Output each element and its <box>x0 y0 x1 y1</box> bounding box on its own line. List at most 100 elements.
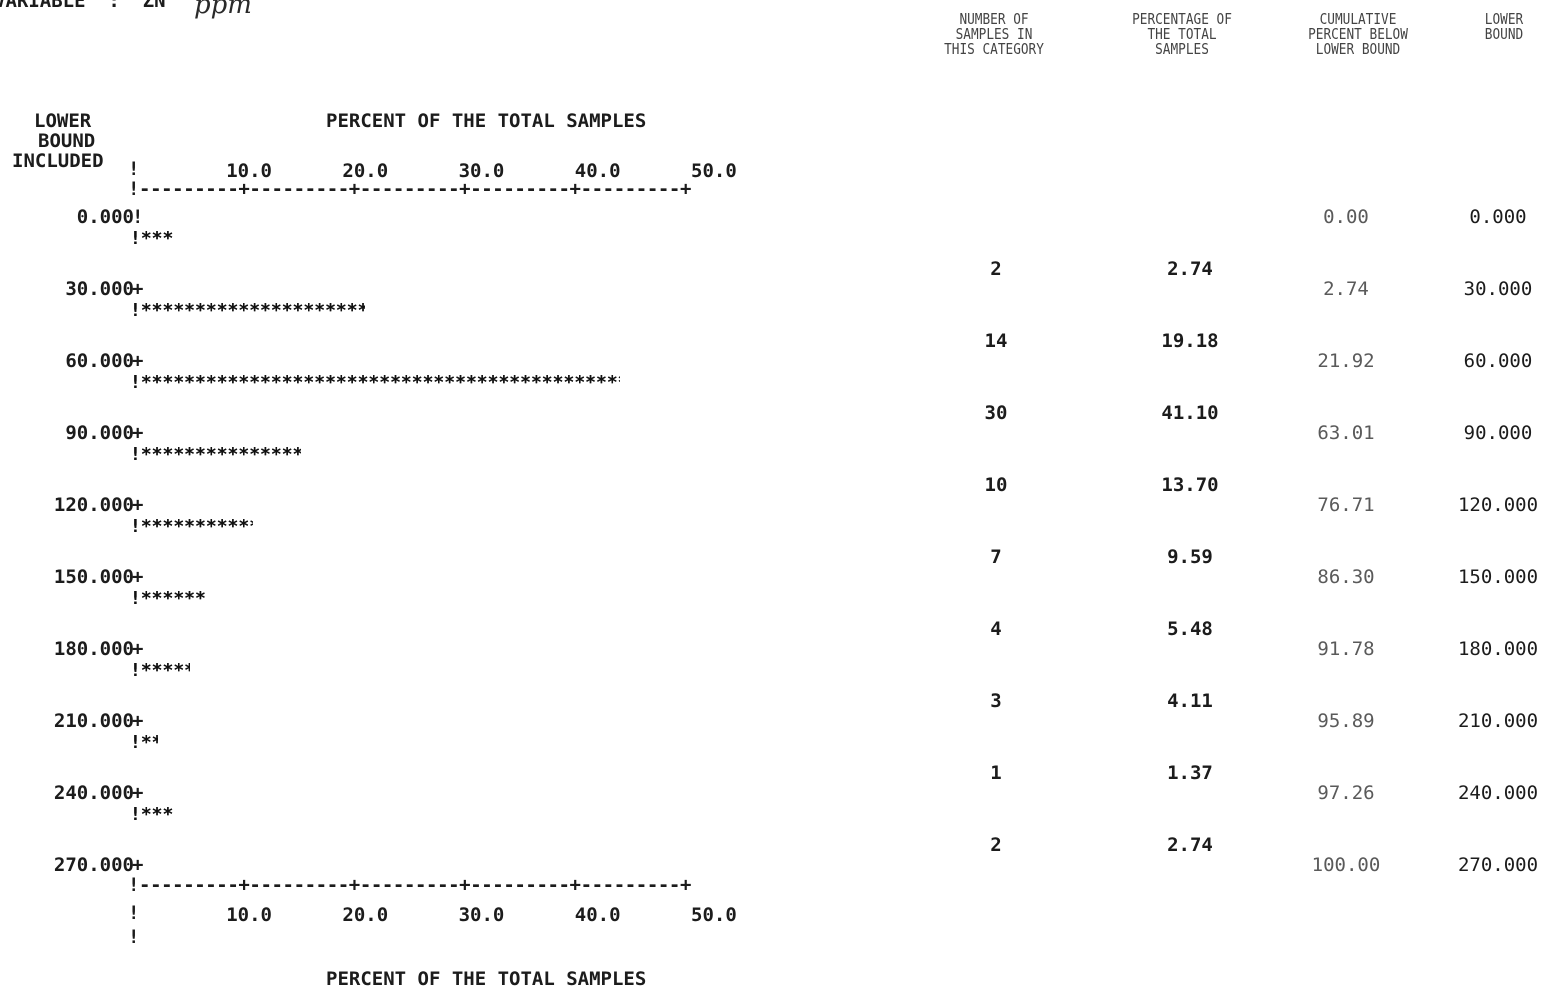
table-cell-lower-bound: 240.000 <box>1457 782 1539 804</box>
table-cell-percentage: 5.48 <box>1167 618 1213 640</box>
histogram-bar: !*********!********* <box>130 662 190 698</box>
y-bin-label: 0.000 <box>76 206 134 228</box>
x-tick-label-top: 20.0 <box>342 160 389 182</box>
table-cell-cumulative: 86.30 <box>1317 566 1375 588</box>
table-cell-count: 10 <box>984 474 1008 496</box>
axis-rule-bottom: !---------+---------+---------+---------… <box>128 874 691 896</box>
y-bin-marker: + <box>132 278 144 300</box>
table-cell-percentage: 13.70 <box>1161 474 1219 496</box>
histogram-bar-line: !*** <box>130 734 158 753</box>
y-bin-label: 90.000 <box>65 422 134 444</box>
table-cell-count: 3 <box>990 690 1002 712</box>
y-bin-label: 120.000 <box>53 494 134 516</box>
histogram-bar-line: !***************************************… <box>130 302 365 321</box>
y-bin-label: 270.000 <box>53 854 134 876</box>
table-cell-count: 7 <box>990 546 1002 568</box>
histogram-bar: !****************************!**********… <box>130 446 301 482</box>
variable-unit-handwritten: ppm <box>194 0 252 20</box>
table-cell-percentage: 2.74 <box>1167 834 1213 856</box>
table-cell-percentage: 1.37 <box>1167 762 1213 784</box>
x-tick-label-bottom: 20.0 <box>342 904 389 926</box>
histogram-bar: !******!****** <box>130 230 174 266</box>
table-cell-percentage: 4.11 <box>1167 690 1213 712</box>
bin-label-line1: LOWER <box>34 110 92 132</box>
y-bin-label: 180.000 <box>53 638 134 660</box>
table-cell-count: 4 <box>990 618 1002 640</box>
histogram-bar-line: !******************** <box>130 518 253 537</box>
table-cell-percentage: 9.59 <box>1167 546 1213 568</box>
table-cell-cumulative: 21.92 <box>1317 350 1375 372</box>
histogram-bar-line: !**************************** <box>130 446 301 465</box>
y-bin-marker: + <box>132 566 144 588</box>
x-tick-label-bottom: 50.0 <box>691 904 737 926</box>
y-bin-marker: + <box>132 782 144 804</box>
table-cell-count: 2 <box>990 834 1002 856</box>
x-tick-label-bottom: 40.0 <box>574 904 621 926</box>
histogram-bar-line: !**************************** <box>130 446 301 465</box>
histogram-bar-line: !***************************************… <box>130 374 620 393</box>
table-cell-cumulative: 63.01 <box>1317 422 1375 444</box>
table-cell-cumulative: 0.00 <box>1323 206 1369 228</box>
axis-tick-mark-top: ! <box>128 158 140 180</box>
bin-label-line3: INCLUDED <box>12 150 104 172</box>
histogram-bar: !********************!******************… <box>130 518 253 554</box>
y-bin-label: 150.000 <box>53 566 134 588</box>
table-header-cumulative: CUMULATIVE PERCENT BELOW LOWER BOUND <box>1308 10 1408 58</box>
y-bin-marker: + <box>132 494 144 516</box>
histogram-bar-line: !****** <box>130 230 174 249</box>
table-cell-percentage: 2.74 <box>1167 258 1213 280</box>
table-cell-percentage: 19.18 <box>1161 330 1219 352</box>
table-cell-cumulative: 97.26 <box>1317 782 1375 804</box>
table-cell-lower-bound: 210.000 <box>1457 710 1539 732</box>
table-cell-cumulative: 95.89 <box>1317 710 1375 732</box>
x-tick-label-bottom: 30.0 <box>458 904 505 926</box>
table-cell-cumulative: 100.00 <box>1311 854 1381 876</box>
histogram-bar-line: !****** <box>130 806 174 825</box>
y-bin-label: 30.000 <box>65 278 134 300</box>
table-header-count: NUMBER OF SAMPLES IN THIS CATEGORY <box>944 10 1044 58</box>
axis-tick-mark-bottom-2: ! <box>128 926 140 948</box>
y-bin-marker: + <box>132 710 144 732</box>
histogram-bar: !***!*** <box>130 734 158 770</box>
table-cell-lower-bound: 150.000 <box>1457 566 1539 588</box>
y-bin-marker: + <box>132 422 144 444</box>
table-cell-lower-bound: 90.000 <box>1463 422 1533 444</box>
table-cell-lower-bound: 0.000 <box>1469 206 1527 228</box>
table-header-percentage: PERCENTAGE OF THE TOTAL SAMPLES <box>1132 10 1232 58</box>
y-bin-label: 60.000 <box>65 350 134 372</box>
histogram-bar: !******!****** <box>130 806 174 842</box>
axis-rule-top: !---------+---------+---------+---------… <box>128 178 691 200</box>
table-cell-cumulative: 2.74 <box>1323 278 1369 300</box>
x-tick-label-top: 30.0 <box>458 160 505 182</box>
histogram-bar-line: !********* <box>130 662 190 681</box>
table-cell-count: 14 <box>984 330 1008 352</box>
y-bin-label: 240.000 <box>53 782 134 804</box>
histogram-bar-line: !******************** <box>130 518 253 537</box>
table-cell-lower-bound: 60.000 <box>1463 350 1533 372</box>
axis-label-bottom: PERCENT OF THE TOTAL SAMPLES <box>326 968 647 990</box>
axis-tick-mark-bottom-1: ! <box>128 902 140 924</box>
histogram-bar: !***********!*********** <box>130 590 206 626</box>
bin-label-line2: BOUND <box>38 130 96 152</box>
table-cell-count: 30 <box>984 402 1008 424</box>
table-cell-lower-bound: 120.000 <box>1457 494 1539 516</box>
y-bin-label: 210.000 <box>53 710 134 732</box>
y-bin-marker: + <box>132 854 144 876</box>
histogram-bar-line: !*********** <box>130 590 206 609</box>
x-tick-label-top: 40.0 <box>574 160 621 182</box>
table-cell-lower-bound: 270.000 <box>1457 854 1539 876</box>
histogram-bar: !***************************************… <box>130 302 365 338</box>
variable-label: VARIABLE : ZN <box>0 0 166 12</box>
x-tick-label-bottom: 10.0 <box>226 904 272 926</box>
x-tick-label-top: 10.0 <box>226 160 272 182</box>
table-cell-count: 1 <box>990 762 1002 784</box>
table-cell-lower-bound: 180.000 <box>1457 638 1539 660</box>
table-cell-lower-bound: 30.000 <box>1463 278 1533 300</box>
histogram-bar-line: !*** <box>130 734 158 753</box>
table-cell-percentage: 41.10 <box>1161 402 1219 424</box>
y-bin-marker: + <box>132 638 144 660</box>
axis-label-top: PERCENT OF THE TOTAL SAMPLES <box>326 110 647 132</box>
x-tick-label-top: 50.0 <box>691 160 737 182</box>
histogram-bar-line: !***************************************… <box>130 302 365 321</box>
